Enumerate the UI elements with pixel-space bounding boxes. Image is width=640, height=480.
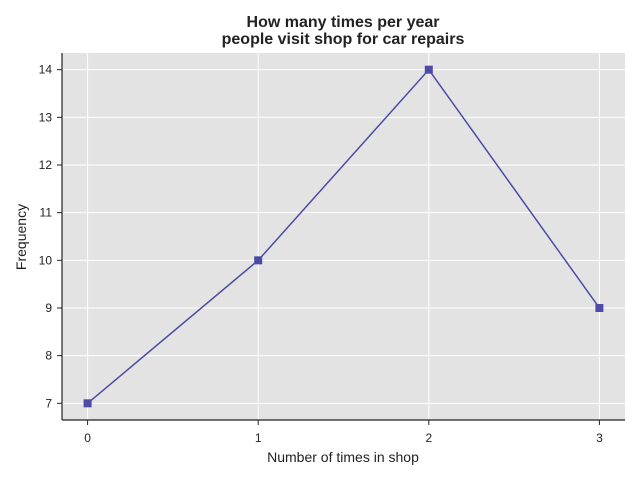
chart-title-line-1: How many times per year [247,14,440,31]
y-tick-label: 7 [45,396,52,410]
gridlines [62,53,625,420]
plot-area [62,53,625,420]
x-tick-label: 1 [255,431,262,445]
y-tick-label: 11 [40,206,53,220]
x-tick-label: 3 [596,431,603,445]
x-tick-label: 0 [84,431,91,445]
chart-title-line-2: people visit shop for car repairs [222,31,465,48]
data-series [83,65,604,408]
y-tick-label: 9 [45,301,52,315]
data-point-marker [83,399,92,408]
data-point-marker [254,256,263,265]
series-line [87,68,601,404]
y-tick-label: 13 [39,110,53,124]
y-tick-label: 8 [45,349,52,363]
y-tick-label: 10 [39,253,53,267]
x-axis-label: Number of times in shop [267,449,419,465]
y-tick-label: 12 [39,158,53,172]
axes [57,53,625,425]
x-tick-label: 2 [425,431,432,445]
data-point-marker [424,65,433,74]
y-axis-label: Frequency [13,204,29,270]
y-tick-label: 14 [39,63,53,77]
data-point-marker [595,303,604,312]
